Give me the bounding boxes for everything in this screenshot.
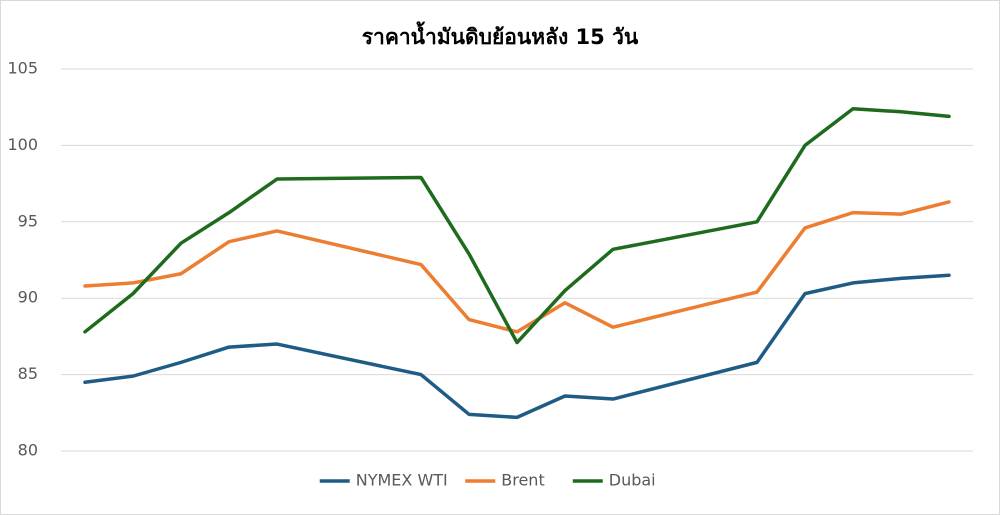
series-line xyxy=(83,273,951,420)
y-tick-label: 100 xyxy=(7,135,38,154)
y-tick-label: 80 xyxy=(18,441,38,460)
legend-label: Dubai xyxy=(609,471,656,490)
legend-label: NYMEX WTI xyxy=(356,471,448,490)
legend-label: Brent xyxy=(501,471,544,490)
y-tick-label: 105 xyxy=(7,59,38,78)
y-tick-label: 85 xyxy=(18,364,38,383)
series-line xyxy=(83,106,951,345)
y-tick-label: 90 xyxy=(18,288,38,307)
y-tick-label: 95 xyxy=(18,211,38,230)
series-line xyxy=(83,200,951,334)
chart-title: ราคาน้ำมันดิบย้อนหลัง 15 วัน xyxy=(362,21,639,49)
